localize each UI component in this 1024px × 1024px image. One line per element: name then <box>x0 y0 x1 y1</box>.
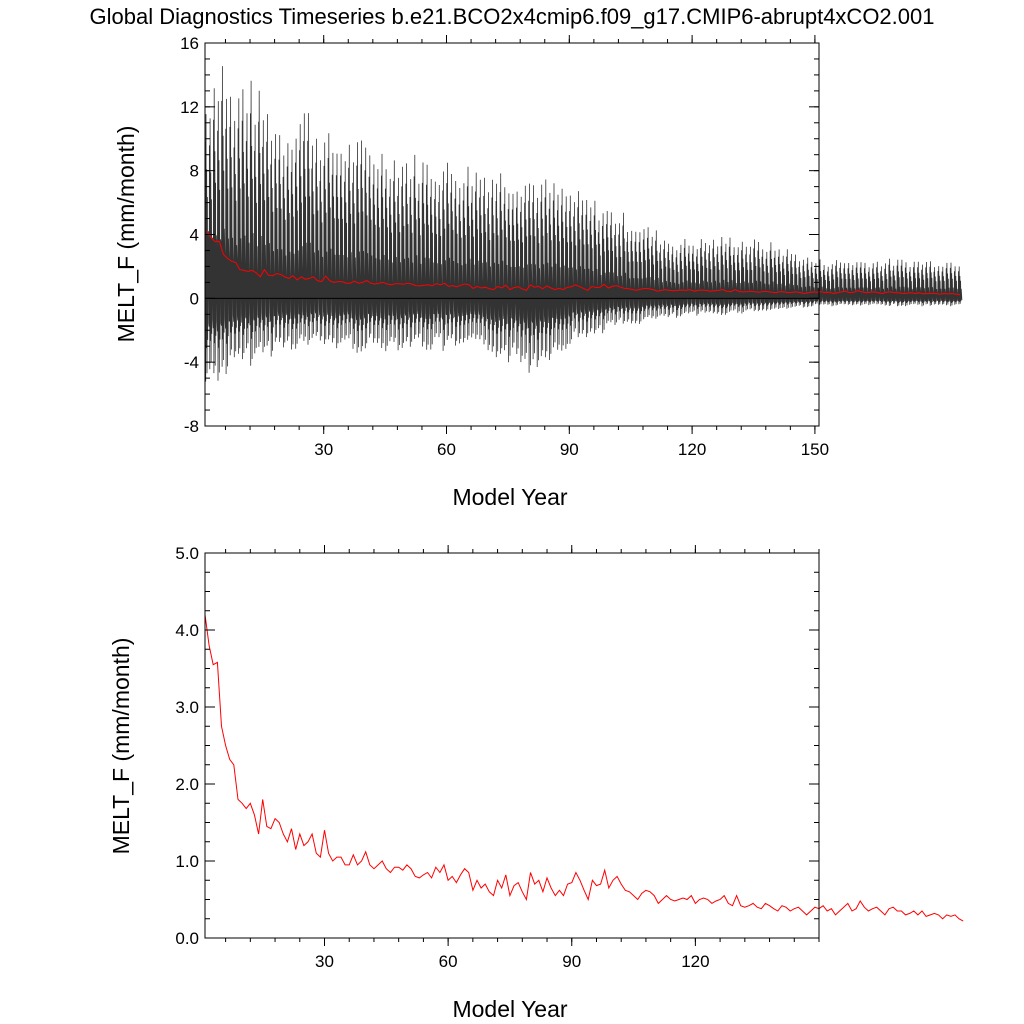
top-monthly-series-line <box>204 66 963 382</box>
top-y-tick-label: -4 <box>184 353 199 372</box>
top-x-tick-label: 90 <box>560 440 579 459</box>
bottom-y-axis-label: MELT_F (mm/month) <box>108 638 134 855</box>
bottom-panel: 0.0 1.0 2.0 3.0 4.0 5.0 30 60 90 120 Model Year M… <box>108 544 964 1022</box>
top-plot-series <box>204 66 963 382</box>
bottom-plot-series <box>204 614 964 922</box>
top-x-axis-label: Model Year <box>452 484 567 510</box>
bottom-x-tick-label: 120 <box>681 952 709 971</box>
top-y-tick-label: 4 <box>190 226 199 245</box>
bottom-x-axis-label: Model Year <box>452 996 567 1022</box>
top-y-tick-label: 16 <box>180 34 199 53</box>
top-annual-mean-line <box>206 231 961 296</box>
bottom-y-tick-label: 0.0 <box>175 929 199 948</box>
bottom-y-tick-label: 2.0 <box>175 775 199 794</box>
bottom-x-tick-label: 30 <box>315 952 334 971</box>
bottom-y-tick-label: 3.0 <box>175 698 199 717</box>
top-y-tick-label: 12 <box>180 98 199 117</box>
top-y-axis-label: MELT_F (mm/month) <box>113 126 139 343</box>
top-x-tick-label: 150 <box>801 440 829 459</box>
figure-title: Global Diagnostics Timeseries b.e21.BCO2… <box>90 4 935 29</box>
bottom-plot-frame <box>204 552 820 939</box>
top-x-tick-label: 120 <box>678 440 706 459</box>
bottom-x-tick-label: 90 <box>562 952 581 971</box>
top-y-tick-label: 0 <box>190 289 199 308</box>
top-y-tick-label: 8 <box>190 162 199 181</box>
top-x-tick-label: 30 <box>314 440 333 459</box>
top-panel: -8 -4 0 4 8 12 16 30 60 90 120 150 Model Year MELT_… <box>113 34 963 510</box>
bottom-x-tick-label: 60 <box>439 952 458 971</box>
top-x-tick-label: 60 <box>437 440 456 459</box>
top-y-tick-label: -8 <box>184 417 199 436</box>
bottom-y-tick-label: 5.0 <box>175 544 199 563</box>
bottom-y-tick-label: 4.0 <box>175 621 199 640</box>
top-plot-frame <box>204 42 820 427</box>
bottom-axis-ticks: 0.0 1.0 2.0 3.0 4.0 5.0 30 60 90 120 <box>175 544 820 971</box>
bottom-annual-mean-line <box>204 614 964 922</box>
bottom-y-tick-label: 1.0 <box>175 852 199 871</box>
